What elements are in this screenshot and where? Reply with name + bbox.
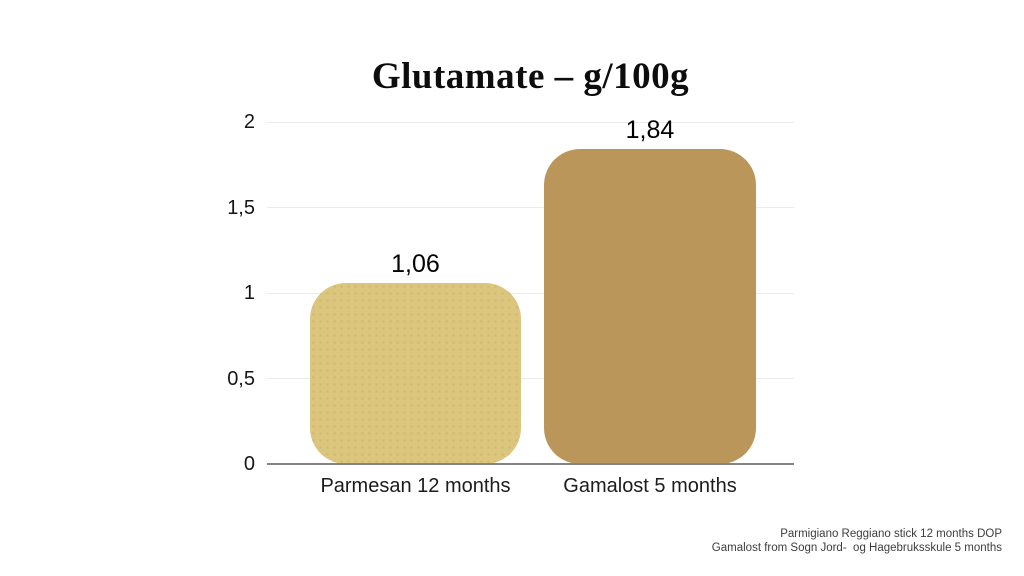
gridline [267, 292, 794, 294]
bar-gamalost-5-months [544, 149, 756, 464]
y-tick-label: 0,5 [227, 367, 255, 390]
x-axis-label-parmesan: Parmesan 12 months [320, 475, 511, 497]
bar-value-label-parmesan: 1,06 [391, 249, 440, 278]
x-axis-label-gamalost: Gamalost 5 months [563, 475, 737, 497]
y-tick-label: 0 [243, 453, 255, 475]
bar-parmesan-12-months [310, 282, 521, 464]
footnote-line-2: Gamalost from Sogn Jord- og Hagebrukssku… [711, 541, 1002, 554]
y-tick-label: 1 [243, 282, 255, 304]
plot-area: 1,06 1,84 Parmesan 12 months Gamalost 5 … [227, 111, 794, 497]
gridline [267, 378, 794, 379]
y-tick-label: 1,5 [227, 196, 255, 219]
chart-title: Glutamate – g/100g [371, 56, 690, 97]
y-tick-label: 2 [243, 111, 255, 133]
footnote-line-1: Parmigiano Reggiano stick 12 months DOP [780, 528, 1002, 540]
gridline [267, 207, 794, 208]
bar-value-label-gamalost: 1,84 [625, 116, 675, 145]
gridline [267, 121, 794, 123]
x-axis-line [267, 463, 794, 465]
footnote: Parmigiano Reggiano stick 12 months DOP … [712, 528, 1002, 555]
